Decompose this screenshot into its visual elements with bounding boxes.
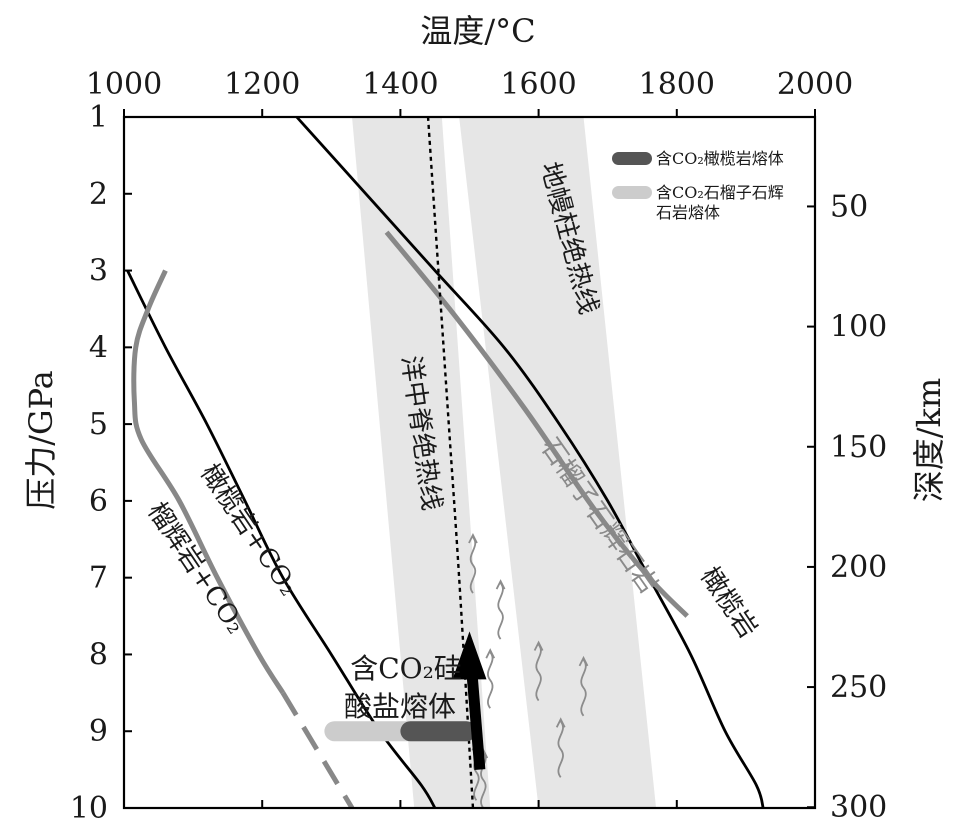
y-left-tick-label-6: 7 [89,561,108,596]
y-left-tick-label-2: 3 [89,254,108,289]
x-tick-label-2: 1400 [362,67,438,102]
y-left-tick-label-5: 6 [89,484,108,519]
x-axis-title: 温度/°C [420,12,535,50]
legend: 含CO₂橄榄岩熔体 含CO₂石榴子石辉 石岩熔体 [612,149,784,222]
curve-series-3 [295,116,765,809]
legend-label-pyroxenite-melt-1: 含CO₂石榴子石辉 [656,183,784,202]
melt-layer [324,631,487,771]
y-right-tick-label-2: 150 [830,430,887,465]
x-tick-label-3: 1600 [500,67,576,102]
upwelling-arrowhead-2 [533,640,544,651]
legend-swatch-peridotite-melt [612,152,652,165]
upwelling-arrow-7 [480,751,487,809]
melt-label-line1: 含CO₂硅 [350,652,462,685]
upwelling-arrow-4 [487,651,494,709]
adiabat-band-0 [352,117,491,808]
y-right-tick-label-3: 200 [830,550,887,585]
y-right-tick-label-0: 50 [830,189,868,224]
adiabat-band-1 [459,117,657,808]
upwelling-arrowhead-0 [468,533,478,544]
y-left-tick-label-0: 1 [89,100,108,135]
upwelling-arrowhead-3 [578,655,589,667]
curve-series-2 [280,691,355,810]
y-axis-left-title: 压力/GPa [22,370,60,510]
melt-bar-peridotite [400,721,477,742]
upwelling-arrow-5 [557,720,564,778]
upwelling-arrow-3 [580,659,587,717]
y-right-tick-label-5: 300 [830,790,887,825]
curve-series-1 [131,269,286,695]
upwelling-arrow-2 [535,643,542,702]
y-left-tick-label-4: 5 [89,407,108,442]
upwelling-arrow-shaft [466,666,486,771]
upwelling-arrow-head [452,631,487,680]
x-tick-label-4: 1800 [639,67,715,102]
y-left-tick-label-7: 8 [89,637,108,672]
upwelling-arrowhead-4 [485,648,496,659]
y-right-tick-label-1: 100 [830,310,887,345]
bands-layer [352,117,657,808]
y-left-tick-label-1: 2 [89,177,108,212]
y-left-tick-label-8: 9 [89,714,108,749]
label-peridotite: 橄榄岩 [694,562,762,643]
curve-series-0 [126,269,437,809]
legend-label-peridotite-melt: 含CO₂橄榄岩熔体 [656,149,784,168]
upwelling-arrowhead-1 [495,579,506,590]
upwelling-arrow-0 [469,536,477,594]
y-right-tick-label-4: 250 [830,670,887,705]
upwelling-arrow-1 [497,582,504,640]
axes-layer: 1000 1200 1400 1600 1800 2000 1 2 3 4 5 6 7 8 9 10 50 100… [70,67,887,826]
y-left-tick-label-9: 10 [70,791,108,826]
x-tick-label-5: 2000 [777,67,853,102]
melt-label-line2: 酸盐熔体 [344,690,456,723]
legend-swatch-pyroxenite-melt [612,186,652,199]
y-left-tick-label-3: 4 [89,330,108,365]
curve-series-4 [384,230,689,618]
x-tick-label-0: 1000 [86,67,162,102]
upwelling-arrowhead-5 [555,717,566,728]
plot-frame [122,115,817,810]
x-tick-label-1: 1200 [224,67,300,102]
legend-label-pyroxenite-melt-2: 石岩熔体 [656,203,720,222]
y-axis-right-title: 深度/km [910,378,948,503]
